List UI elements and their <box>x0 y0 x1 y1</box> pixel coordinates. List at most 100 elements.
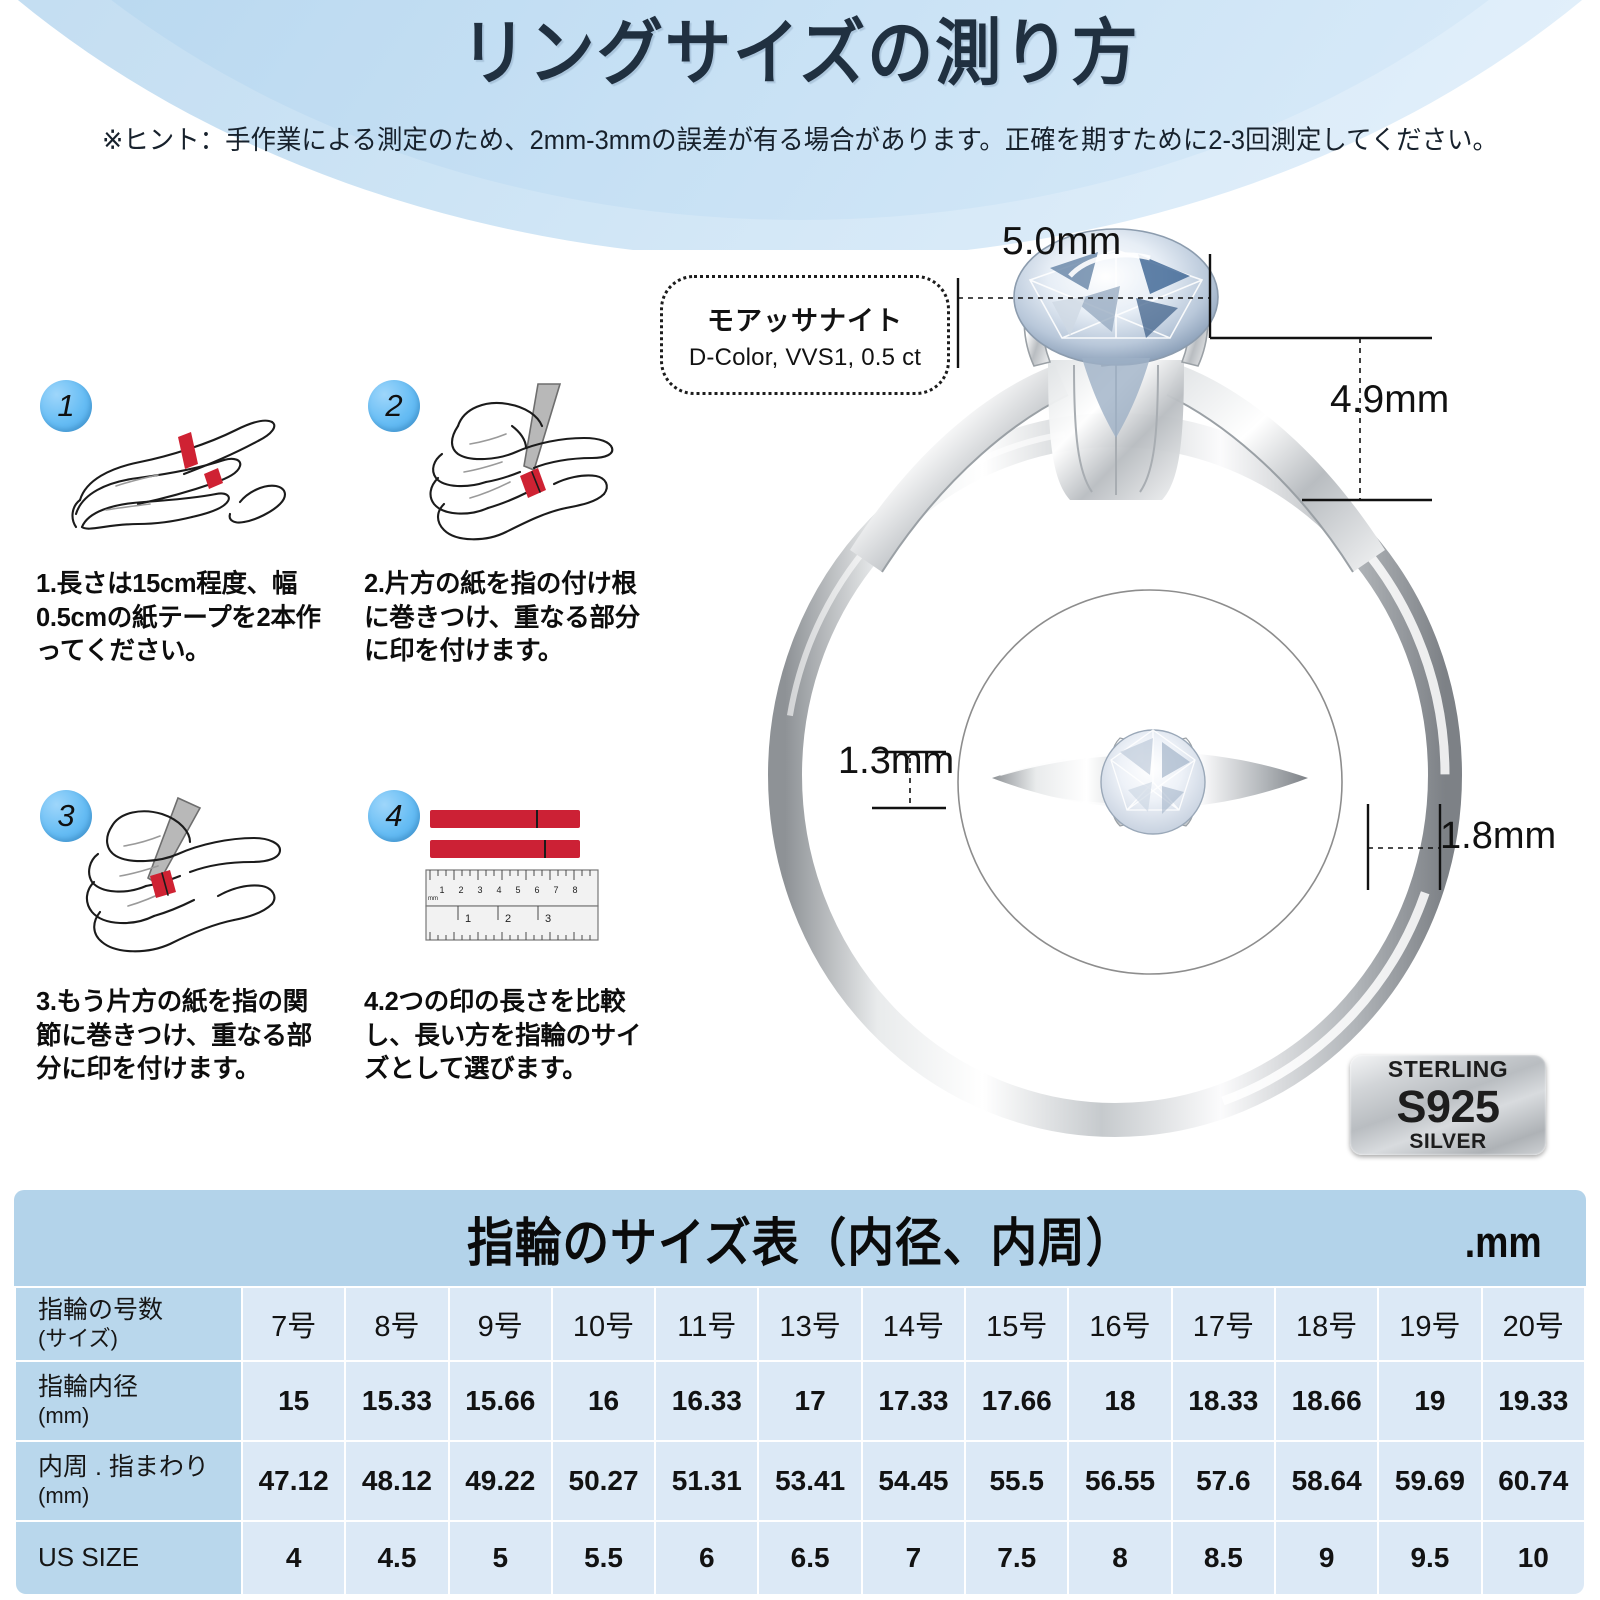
badge-s925-label: S925 <box>1396 1081 1500 1132</box>
sterling-silver-badge: STERLING S925 SILVER <box>1350 1055 1546 1155</box>
badge-silver-label: SILVER <box>1409 1130 1487 1153</box>
moissanite-callout: モアッサナイト D-Color, VVS1, 0.5 ct <box>660 275 950 395</box>
table-row-us-size: US SIZE 4 4.5 5 5.5 6 6.5 7 7.5 8 8.5 9 … <box>16 1522 1584 1594</box>
cell: 55.5 <box>966 1442 1068 1520</box>
svg-text:8: 8 <box>572 885 577 895</box>
svg-text:4: 4 <box>496 885 501 895</box>
page-header: リングサイズの測り方 ※ヒント：手作業による測定のため、2mm-3mmの誤差が有… <box>0 0 1600 250</box>
cell: 18.33 <box>1172 1362 1274 1440</box>
svg-text:1: 1 <box>465 913 471 925</box>
cell: 5.5 <box>552 1522 655 1594</box>
step-4-badge: 4 <box>368 790 420 842</box>
cell: 16 <box>552 1362 655 1440</box>
svg-text:2: 2 <box>458 885 463 895</box>
rowhead-jp-size-main: 指輪の号数 <box>38 1296 164 1325</box>
svg-text:mm: mm <box>428 896 438 902</box>
svg-text:1: 1 <box>439 885 444 895</box>
cell: 11号 <box>656 1288 758 1360</box>
cell: 47.12 <box>243 1442 345 1520</box>
svg-text:7: 7 <box>553 885 558 895</box>
rowhead-us-size-main: US SIZE <box>38 1542 140 1573</box>
ruler-comparison-icon: 1 2 3 4 5 6 7 8 mm 1 2 3 <box>386 792 648 964</box>
dimension-stone-width: 5.0mm <box>1002 220 1122 263</box>
cell: 17.33 <box>862 1362 965 1440</box>
cell: 6 <box>656 1522 758 1594</box>
badge-sterling-label: STERLING <box>1387 1056 1509 1082</box>
cell: 18 <box>1069 1362 1171 1440</box>
cell: 15.66 <box>449 1362 551 1440</box>
callout-title: モアッサナイト <box>707 305 903 336</box>
cell: 14号 <box>862 1288 965 1360</box>
table-unit: .mm <box>1464 1218 1542 1267</box>
step-2-badge: 2 <box>368 380 420 432</box>
hand-marking-base-icon <box>386 382 648 554</box>
rowhead-jp-size: 指輪の号数 (サイズ) <box>16 1288 241 1360</box>
table-banner: 指輪のサイズ表（内径、内周） .mm <box>14 1190 1586 1286</box>
page-hint: ※ヒント：手作業による測定のため、2mm-3mmの誤差が有る場合があります。正確… <box>102 125 1498 155</box>
cell: 10号 <box>552 1288 655 1360</box>
cell: 8号 <box>346 1288 448 1360</box>
cell: 54.45 <box>862 1442 965 1520</box>
cell: 20号 <box>1482 1288 1584 1360</box>
cell: 50.27 <box>552 1442 655 1520</box>
dimension-band-thickness: 1.8mm <box>1440 815 1557 857</box>
step-1-text: 1.長さは15cm程度、幅0.5cmの紙テープを2本作ってください。 <box>36 570 321 666</box>
cell: 56.55 <box>1069 1442 1171 1520</box>
ring-size-table: 指輪のサイズ表（内径、内周） .mm 指輪の号数 (サイズ) 7号 8号 9号 … <box>14 1190 1586 1594</box>
cell: 9.5 <box>1379 1522 1481 1594</box>
cell: 19号 <box>1379 1288 1481 1360</box>
cell: 58.64 <box>1275 1442 1378 1520</box>
table-row-jp-size: 指輪の号数 (サイズ) 7号 8号 9号 10号 11号 13号 14号 15号… <box>16 1288 1584 1360</box>
rowhead-jp-size-sub: (サイズ) <box>38 1325 118 1351</box>
cell: 8 <box>1069 1522 1171 1594</box>
cell: 9 <box>1275 1522 1378 1594</box>
step-2-text: 2.片方の紙を指の付け根に巻きつけ、重なる部分に印を付けます。 <box>364 570 640 666</box>
page-title: リングサイズの測り方 <box>460 14 1140 94</box>
callout-subtitle: D-Color, VVS1, 0.5 ct <box>688 343 922 371</box>
cell: 18.66 <box>1275 1362 1378 1440</box>
cell: 19.33 <box>1482 1362 1584 1440</box>
svg-text:5: 5 <box>515 885 520 895</box>
cell: 9号 <box>449 1288 551 1360</box>
cell: 13号 <box>759 1288 861 1360</box>
cell: 16号 <box>1069 1288 1171 1360</box>
cell: 7 <box>862 1522 965 1594</box>
rowhead-us-size: US SIZE <box>16 1522 241 1594</box>
hand-marking-knuckle-icon <box>58 792 320 964</box>
cell: 53.41 <box>759 1442 861 1520</box>
dimension-band-width-top: 1.3mm <box>838 740 955 782</box>
svg-text:3: 3 <box>477 885 482 895</box>
rowhead-inner-diameter: 指輪内径 (mm) <box>16 1362 241 1440</box>
cell: 51.31 <box>656 1442 758 1520</box>
step-1-badge: 1 <box>40 380 92 432</box>
cell: 17 <box>759 1362 861 1440</box>
cell: 16.33 <box>656 1362 758 1440</box>
table-row-circumference: 内周 . 指まわり (mm) 47.12 48.12 49.22 50.27 5… <box>16 1442 1584 1520</box>
cell: 19 <box>1379 1362 1481 1440</box>
cell: 18号 <box>1275 1288 1378 1360</box>
hand-with-tape-icon <box>58 382 320 554</box>
step-4-text: 4.2つの印の長さを比較し、長い方を指輪のサイズとして選びます。 <box>364 988 642 1084</box>
cell: 15.33 <box>346 1362 448 1440</box>
svg-text:3: 3 <box>545 913 551 925</box>
cell: 60.74 <box>1482 1442 1584 1520</box>
svg-text:6: 6 <box>534 885 539 895</box>
rowhead-inner-diameter-sub: (mm) <box>38 1402 90 1428</box>
cell: 15号 <box>966 1288 1068 1360</box>
cell: 57.6 <box>1172 1442 1274 1520</box>
cell: 49.22 <box>449 1442 551 1520</box>
cell: 7号 <box>243 1288 345 1360</box>
table-title: 指輪のサイズ表（内径、内周） <box>466 1214 1134 1273</box>
cell: 8.5 <box>1172 1522 1274 1594</box>
cell: 17.66 <box>966 1362 1068 1440</box>
cell: 4 <box>243 1522 345 1594</box>
cell: 48.12 <box>346 1442 448 1520</box>
cell: 10 <box>1482 1522 1584 1594</box>
step-3-text: 3.もう片方の紙を指の関節に巻きつけ、重なる部分に印を付けます。 <box>36 988 312 1084</box>
rowhead-circumference-main: 内周 . 指まわり <box>38 1453 209 1482</box>
cell: 15 <box>243 1362 345 1440</box>
cell: 5 <box>449 1522 551 1594</box>
cell: 4.5 <box>346 1522 448 1594</box>
cell: 7.5 <box>966 1522 1068 1594</box>
step-3-badge: 3 <box>40 790 92 842</box>
